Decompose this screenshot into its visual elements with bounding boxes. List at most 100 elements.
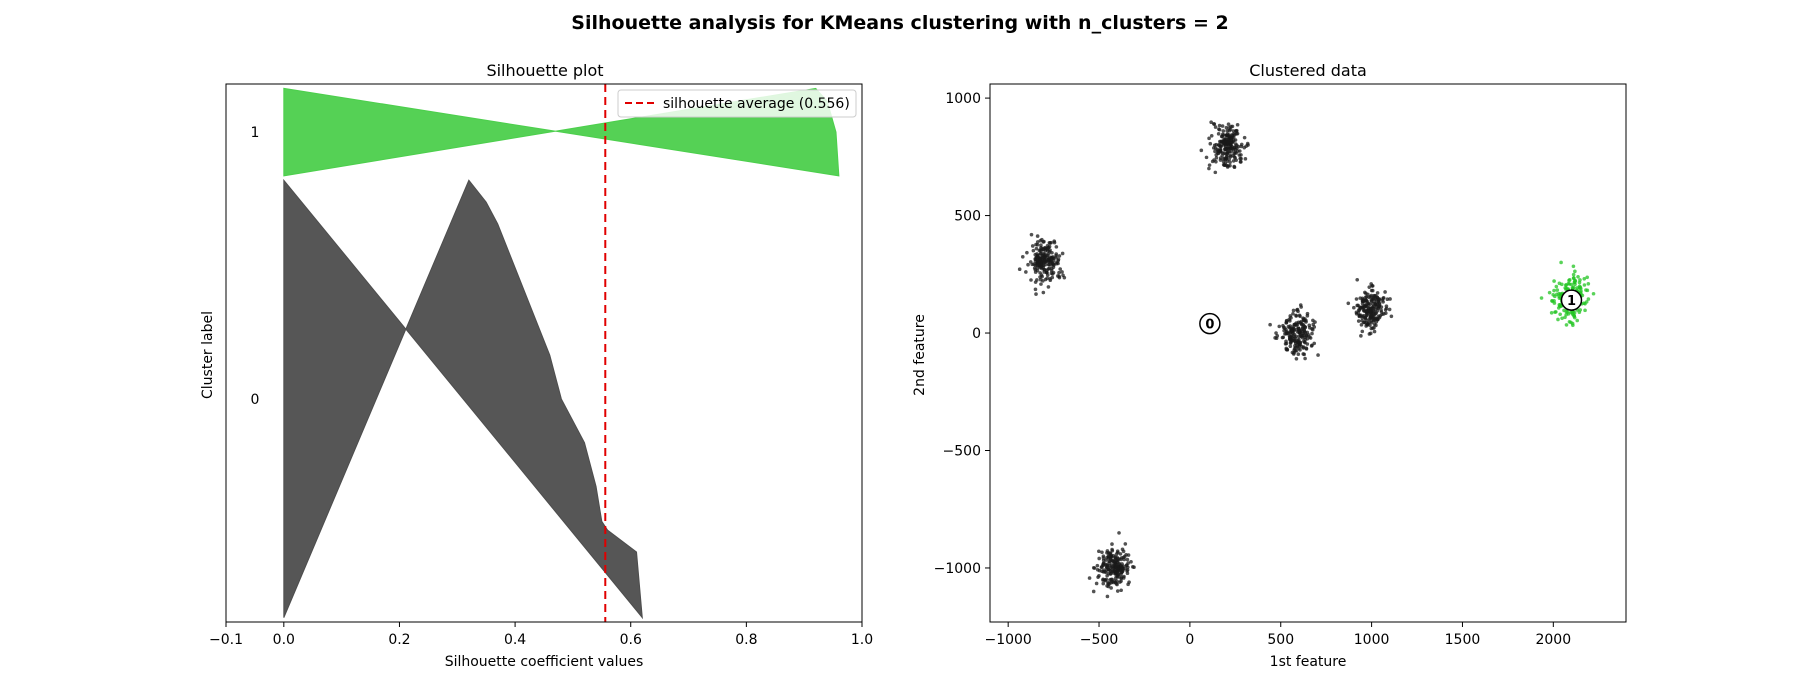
silhouette-cluster-labels: 01 [250, 125, 259, 408]
scatter-point [1559, 292, 1563, 297]
scatter-point [1301, 339, 1306, 344]
scatter-point [1277, 324, 1282, 329]
scatter-point [1316, 353, 1320, 357]
scatter-point [1028, 260, 1033, 264]
x-tick-label: −500 [1080, 632, 1118, 648]
scatter-point [1385, 297, 1390, 301]
scatter-point [1050, 262, 1055, 266]
scatter-point [1356, 311, 1361, 315]
scatter-point [1371, 317, 1376, 321]
scatter-point [1564, 283, 1568, 288]
scatter-point [1359, 334, 1363, 338]
scatter-point [1274, 336, 1279, 341]
scatter-point [1106, 571, 1111, 576]
scatter-point [1091, 589, 1096, 594]
scatter-point [1100, 550, 1104, 555]
scatter-point [1375, 309, 1380, 313]
scatter-point [1376, 314, 1381, 319]
scatter-point [1384, 306, 1389, 311]
scatter-point [1285, 347, 1290, 352]
scatter-point [1585, 275, 1590, 280]
scatter-point [1222, 141, 1226, 145]
silhouette-plot-title: Silhouette plot [486, 61, 603, 80]
scatter-point [1288, 341, 1293, 346]
scatter-point [1199, 148, 1204, 153]
scatter-point [1220, 153, 1225, 158]
scatter-point [1300, 322, 1304, 327]
scatter-point [1387, 307, 1392, 312]
scatter-point [1289, 338, 1294, 342]
scatter-point [1123, 542, 1128, 546]
scatter-point [1365, 299, 1370, 304]
scatter-point [1554, 284, 1559, 289]
scatter-point [1105, 565, 1109, 570]
scatter-point [1041, 255, 1045, 260]
x-tick-label: 0.2 [388, 632, 410, 648]
scatter-point [1105, 594, 1110, 599]
scatter-point [1288, 324, 1293, 328]
scatter-point [1283, 332, 1287, 336]
scatter-point [1301, 352, 1306, 356]
scatter-point [1119, 579, 1123, 583]
scatter-point [1281, 335, 1286, 340]
silhouette-plot-frame [225, 83, 863, 623]
cluster-center-marker [1199, 312, 1221, 335]
scatter-point [1288, 314, 1293, 318]
scatter-point [1552, 288, 1556, 293]
scatter-point [1550, 298, 1554, 303]
scatter-point [1369, 306, 1373, 311]
silhouette-legend: silhouette average (0.556) [617, 89, 857, 118]
scatter-point [1364, 302, 1369, 307]
scatter-point [1364, 295, 1369, 299]
scatter-point [1364, 291, 1368, 296]
y-tick-label: 500 [954, 209, 981, 225]
scatter-point [1300, 325, 1305, 330]
scatter-point [1057, 274, 1061, 279]
scatter-point [1226, 135, 1231, 139]
scatter-point [1112, 568, 1116, 573]
scatter-point [1058, 267, 1063, 271]
scatter-point [1048, 248, 1052, 252]
x-tick-label: −1000 [984, 632, 1031, 648]
scatter-point [1375, 291, 1380, 295]
scatter-point [1570, 321, 1575, 326]
scatter-point [1297, 328, 1301, 333]
scatter-point [1217, 123, 1222, 128]
scatter-point [1116, 556, 1120, 561]
scatter-point [1048, 278, 1053, 283]
scatter-point [1364, 313, 1369, 318]
scatter-point [1227, 157, 1232, 162]
x-tick-label: 1.0 [851, 632, 873, 648]
blob-cluster-0 [1346, 277, 1394, 338]
scatter-point [1311, 318, 1315, 323]
scatter-point [1224, 156, 1228, 161]
y-tick-label: −500 [943, 443, 981, 459]
scatter-point [1296, 338, 1300, 343]
cluster-label-1: 1 [250, 125, 259, 141]
scatter-point [1045, 276, 1049, 281]
scatter-point [1346, 301, 1351, 306]
scatter-point [1230, 146, 1235, 151]
scatter-point [1303, 356, 1307, 361]
scatter-point [1373, 311, 1378, 316]
scatter-point [1274, 331, 1278, 335]
scatter-point [1121, 549, 1126, 554]
scatter-point [1232, 155, 1237, 159]
scatter-point [1291, 308, 1296, 313]
x-tick-label: 0 [1185, 632, 1194, 648]
scatter-point [1567, 278, 1571, 283]
scatter-point [1374, 302, 1378, 307]
legend-label: silhouette average (0.556) [663, 96, 850, 112]
scatter-point [1573, 269, 1577, 274]
scatter-point [1381, 300, 1385, 304]
y-tick-label: 1000 [945, 91, 981, 107]
scatter-point [1204, 155, 1209, 160]
scatter-point [1234, 129, 1239, 134]
scatter-point [1213, 170, 1218, 175]
blob-cluster-0 [1268, 303, 1320, 361]
legend-box [617, 89, 857, 118]
scatter-point [1365, 323, 1369, 327]
scatter-point [1577, 310, 1582, 315]
scatter-point [1284, 320, 1289, 325]
scatter-point [1389, 314, 1394, 319]
